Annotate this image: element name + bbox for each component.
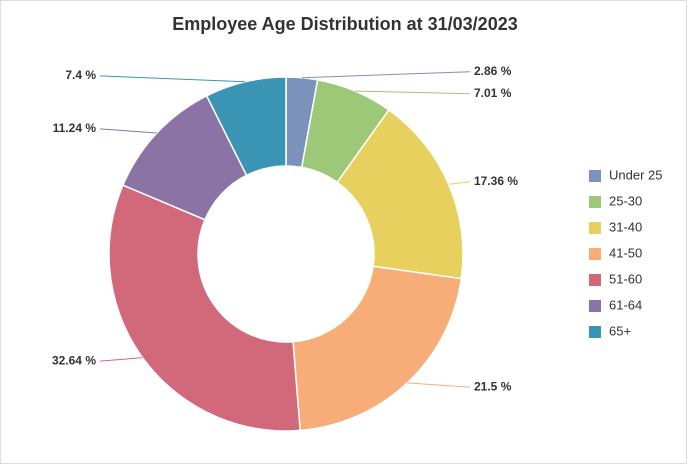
legend-label: Under 25	[609, 167, 662, 182]
legend-label: 61-64	[609, 297, 642, 312]
slice	[336, 108, 464, 280]
leader-line	[99, 75, 246, 83]
slice	[108, 184, 301, 432]
legend-swatch	[589, 222, 601, 234]
leader-line	[99, 357, 143, 362]
leader-line	[99, 128, 157, 134]
data-label: 17.36 %	[474, 174, 518, 188]
leader-line	[448, 181, 471, 185]
data-label: 2.86 %	[474, 64, 512, 78]
data-label: 7.4 %	[65, 68, 96, 82]
legend-swatch	[589, 326, 601, 338]
slice	[292, 265, 463, 432]
legend-swatch	[589, 274, 601, 286]
chart-title: Employee Age Distribution at 31/03/2023	[172, 14, 517, 34]
legend-swatch	[589, 300, 601, 312]
legend-label: 31-40	[609, 219, 642, 234]
legend-label: 51-60	[609, 271, 642, 286]
legend-label: 65+	[609, 323, 631, 338]
legend-swatch	[589, 196, 601, 208]
legend-swatch	[589, 170, 601, 182]
legend-label: 41-50	[609, 245, 642, 260]
data-label: 11.24 %	[53, 121, 97, 135]
data-label: 32.64 %	[52, 353, 96, 367]
data-label: 21.5 %	[474, 379, 512, 393]
leader-line	[407, 382, 471, 388]
slice	[205, 76, 287, 177]
legend-label: 25-30	[609, 193, 642, 208]
data-label: 7.01 %	[474, 86, 512, 100]
legend-swatch	[589, 248, 601, 260]
leader-line	[354, 90, 471, 95]
leader-line	[301, 71, 471, 79]
